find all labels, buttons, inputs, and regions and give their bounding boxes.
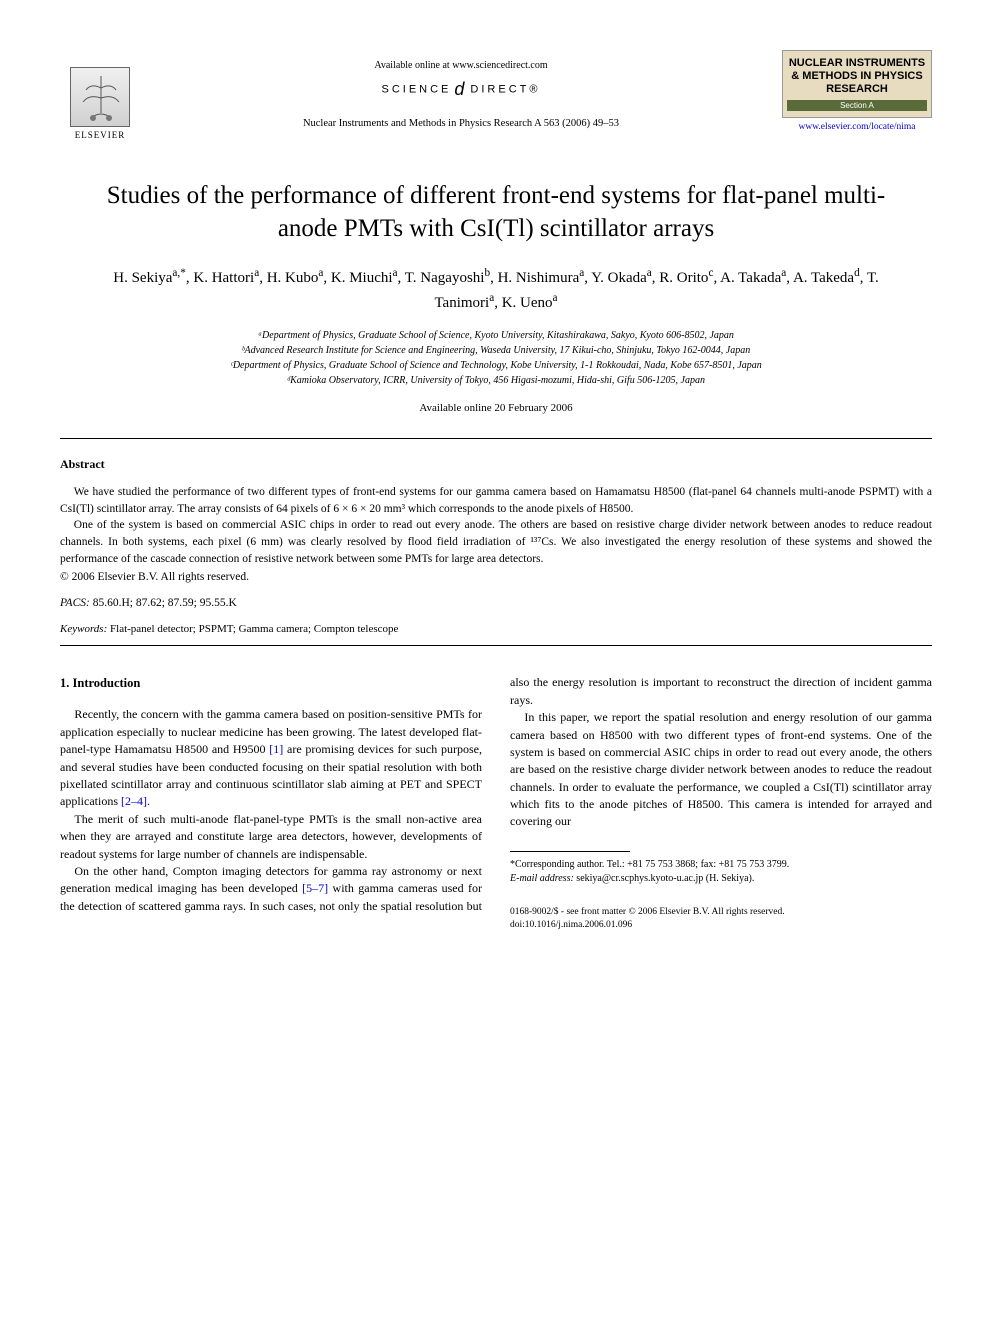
pacs-values: 85.60.H; 87.62; 87.59; 95.55.K xyxy=(93,597,237,609)
abstract-p1: We have studied the performance of two d… xyxy=(60,484,932,517)
sd-alpha-icon: d xyxy=(454,79,467,99)
sd-part2: DIRECT® xyxy=(470,83,540,95)
keywords-label: Keywords: xyxy=(60,623,107,635)
elsevier-logo: ELSEVIER xyxy=(60,50,140,140)
affiliation: ᵃDepartment of Physics, Graduate School … xyxy=(60,328,932,343)
intro-p1: Recently, the concern with the gamma cam… xyxy=(60,706,482,810)
science-direct-logo: SCIENCEdDIRECT® xyxy=(140,79,782,100)
abstract-copyright: © 2006 Elsevier B.V. All rights reserved… xyxy=(60,571,932,583)
ref-link-1[interactable]: [1] xyxy=(269,742,283,756)
keywords-values: Flat-panel detector; PSPMT; Gamma camera… xyxy=(110,623,398,635)
abstract-p2: One of the system is based on commercial… xyxy=(60,517,932,567)
intro-p2: The merit of such multi-anode flat-panel… xyxy=(60,811,482,863)
footer-doi: doi:10.1016/j.nima.2006.01.096 xyxy=(510,919,932,932)
pacs-label: PACS: xyxy=(60,597,90,609)
abstract-heading: Abstract xyxy=(60,457,932,472)
journal-box-title: NUCLEAR INSTRUMENTS & METHODS IN PHYSICS… xyxy=(787,57,927,97)
sd-part1: SCIENCE xyxy=(382,83,452,95)
footnote-block: *Corresponding author. Tel.: +81 75 753 … xyxy=(510,851,932,933)
footnote-email-label: E-mail address: xyxy=(510,873,574,884)
journal-reference: Nuclear Instruments and Methods in Physi… xyxy=(140,118,782,129)
affiliation: ᵇAdvanced Research Institute for Science… xyxy=(60,343,932,358)
ref-link-5-7[interactable]: [5–7] xyxy=(302,881,328,895)
footnote-divider xyxy=(510,851,630,852)
abstract-body: We have studied the performance of two d… xyxy=(60,484,932,567)
journal-box: NUCLEAR INSTRUMENTS & METHODS IN PHYSICS… xyxy=(782,50,932,132)
footnote-corr: *Corresponding author. Tel.: +81 75 753 … xyxy=(510,858,932,872)
authors-list: H. Sekiyaa,*, K. Hattoria, H. Kuboa, K. … xyxy=(90,265,902,314)
intro-p1c: . xyxy=(147,794,150,808)
journal-link[interactable]: www.elsevier.com/locate/nima xyxy=(782,122,932,132)
affiliation: ᶜDepartment of Physics, Graduate School … xyxy=(60,358,932,373)
divider xyxy=(60,645,932,646)
center-header: Available online at www.sciencedirect.co… xyxy=(140,50,782,129)
keywords-line: Keywords: Flat-panel detector; PSPMT; Ga… xyxy=(60,623,932,635)
elsevier-label: ELSEVIER xyxy=(75,130,126,140)
section-heading-intro: 1. Introduction xyxy=(60,674,482,692)
affiliations: ᵃDepartment of Physics, Graduate School … xyxy=(60,328,932,388)
article-title: Studies of the performance of different … xyxy=(80,180,912,245)
affiliation: ᵈKamioka Observatory, ICRR, University o… xyxy=(60,373,932,388)
footnote-email: E-mail address: sekiya@cr.scphys.kyoto-u… xyxy=(510,872,932,886)
footer-front-matter: 0168-9002/$ - see front matter © 2006 El… xyxy=(510,906,932,919)
elsevier-tree-icon xyxy=(70,67,130,127)
ref-link-2-4[interactable]: [2–4] xyxy=(121,794,147,808)
intro-p4: In this paper, we report the spatial res… xyxy=(510,709,932,831)
pacs-line: PACS: 85.60.H; 87.62; 87.59; 95.55.K xyxy=(60,597,932,609)
available-date: Available online 20 February 2006 xyxy=(60,402,932,414)
body-columns: 1. Introduction Recently, the concern wi… xyxy=(60,674,932,932)
journal-box-inner: NUCLEAR INSTRUMENTS & METHODS IN PHYSICS… xyxy=(782,50,932,118)
divider xyxy=(60,438,932,439)
page-header: ELSEVIER Available online at www.science… xyxy=(60,50,932,140)
journal-box-section: Section A xyxy=(787,100,927,111)
availability-text: Available online at www.sciencedirect.co… xyxy=(140,60,782,71)
footnote-email-value: sekiya@cr.scphys.kyoto-u.ac.jp (H. Sekiy… xyxy=(576,873,754,884)
